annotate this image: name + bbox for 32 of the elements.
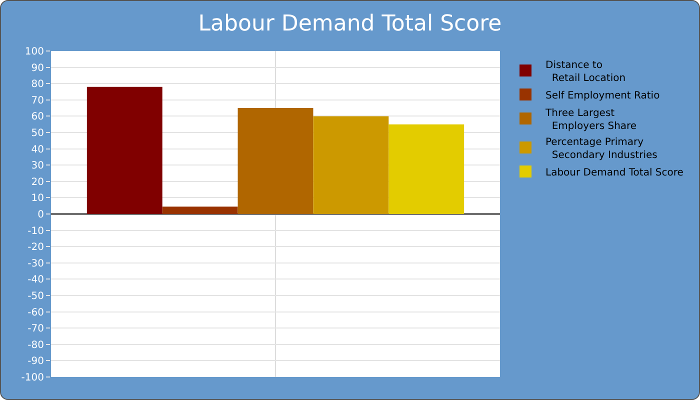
y-tick-label: 60	[31, 112, 44, 123]
y-tick-label: 20	[31, 176, 44, 188]
y-tick-label: -60	[28, 307, 44, 318]
y-tick-label: 80	[31, 79, 44, 90]
y-tick-label: -50	[28, 291, 44, 302]
y-tick-label: 10	[31, 193, 44, 204]
y-tick-label: -30	[28, 258, 44, 270]
y-tick-label: -90	[28, 356, 44, 368]
bar	[313, 116, 389, 214]
y-tick-label: -100	[21, 372, 44, 384]
y-tick-label: 70	[31, 95, 44, 106]
legend-label: Three Largest Employers Share	[544, 108, 637, 132]
bar	[238, 108, 314, 214]
legend-label: Self Employment Ratio	[546, 90, 660, 102]
bar	[388, 124, 464, 214]
y-tick-label: -10	[28, 226, 44, 237]
legend-label: Distance to Retail Location	[546, 60, 626, 84]
chart-title: Labour Demand Total Score	[198, 11, 502, 36]
y-tick-label: 30	[31, 160, 44, 172]
legend-label: Labour Demand Total Score	[546, 167, 684, 178]
y-tick-label: 100	[24, 46, 44, 58]
legend-label: Percentage Primary Secondary Industries	[546, 136, 658, 161]
y-tick-label: 90	[31, 62, 44, 74]
y-tick-label: 40	[31, 144, 44, 156]
y-tick-label: 50	[31, 128, 44, 139]
bar	[162, 206, 238, 214]
y-tick-label: -70	[28, 324, 44, 335]
bar	[86, 86, 162, 214]
y-tick-label: -20	[28, 242, 44, 254]
y-tick-label: -80	[28, 340, 44, 351]
y-tick-label: -40	[28, 274, 44, 286]
y-tick-label: 0	[38, 210, 44, 220]
